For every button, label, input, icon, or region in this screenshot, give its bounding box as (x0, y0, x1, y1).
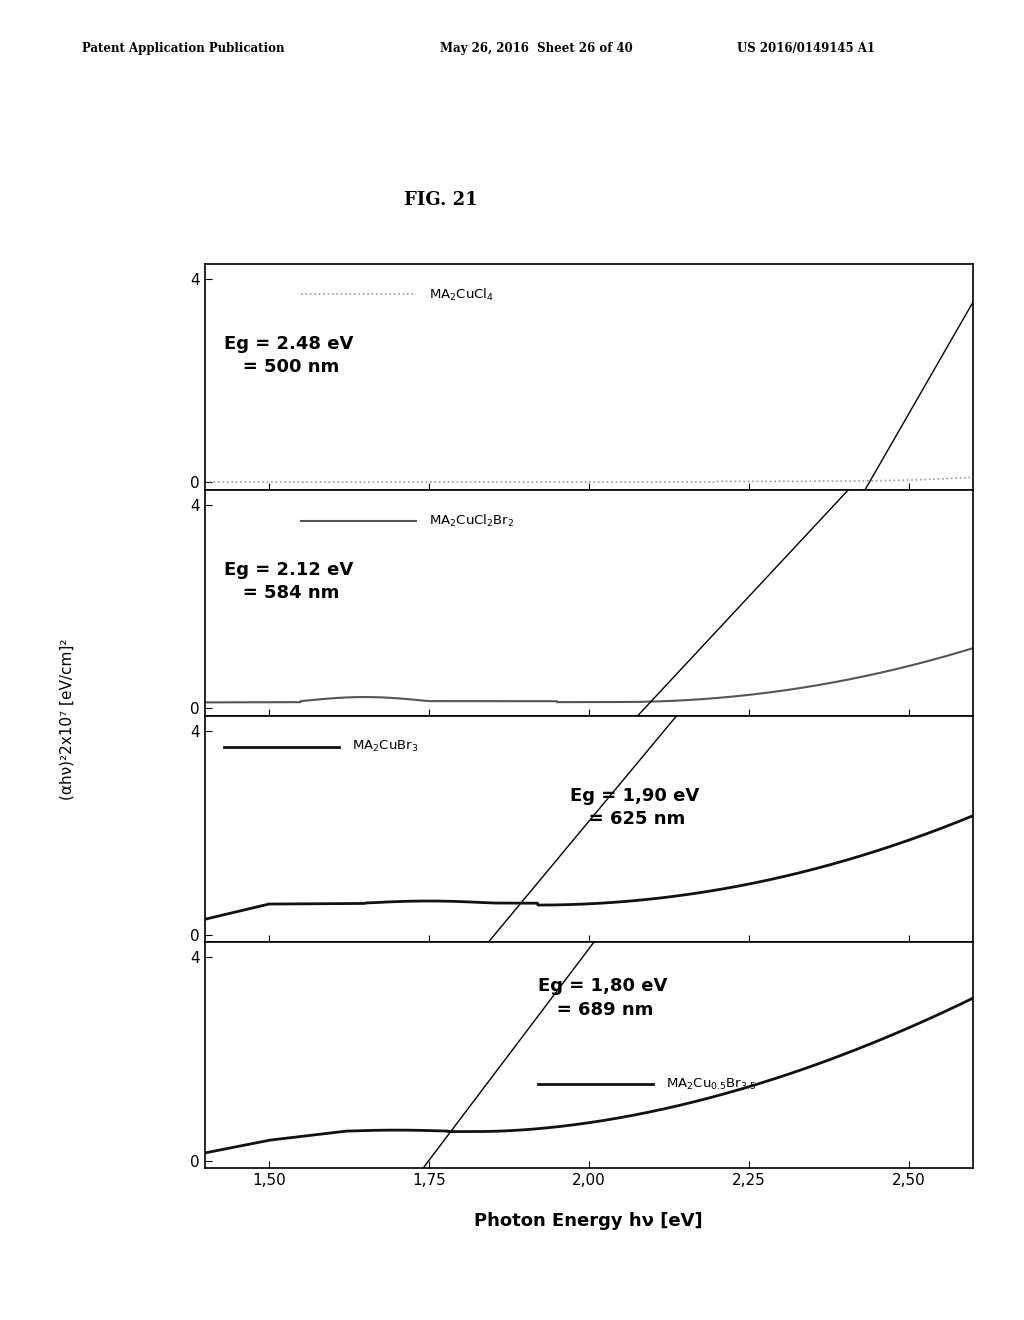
Text: Eg = 2.48 eV
   = 500 nm: Eg = 2.48 eV = 500 nm (224, 335, 353, 376)
Text: Eg = 1,90 eV
   = 625 nm: Eg = 1,90 eV = 625 nm (569, 787, 698, 829)
Text: $\mathregular{MA_2CuCl_4}$: $\mathregular{MA_2CuCl_4}$ (429, 286, 494, 302)
Text: $\mathregular{MA_2Cu_{0.5}Br_{3.5}}$: $\mathregular{MA_2Cu_{0.5}Br_{3.5}}$ (666, 1077, 756, 1092)
Text: $\mathregular{MA_2CuBr_3}$: $\mathregular{MA_2CuBr_3}$ (352, 739, 419, 754)
Text: Eg = 2.12 eV
   = 584 nm: Eg = 2.12 eV = 584 nm (224, 561, 353, 602)
Text: Patent Application Publication: Patent Application Publication (82, 42, 285, 55)
Text: Eg = 1,80 eV
   = 689 nm: Eg = 1,80 eV = 689 nm (538, 977, 667, 1019)
Text: Photon Energy hν [eV]: Photon Energy hν [eV] (474, 1212, 703, 1230)
Text: $\mathregular{MA_2CuCl_2Br_2}$: $\mathregular{MA_2CuCl_2Br_2}$ (429, 512, 514, 528)
Text: FIG. 21: FIG. 21 (403, 191, 477, 210)
Text: May 26, 2016  Sheet 26 of 40: May 26, 2016 Sheet 26 of 40 (440, 42, 633, 55)
Text: US 2016/0149145 A1: US 2016/0149145 A1 (737, 42, 876, 55)
Text: (αhν)²2x10⁷ [eV/cm]²: (αhν)²2x10⁷ [eV/cm]² (59, 639, 74, 800)
